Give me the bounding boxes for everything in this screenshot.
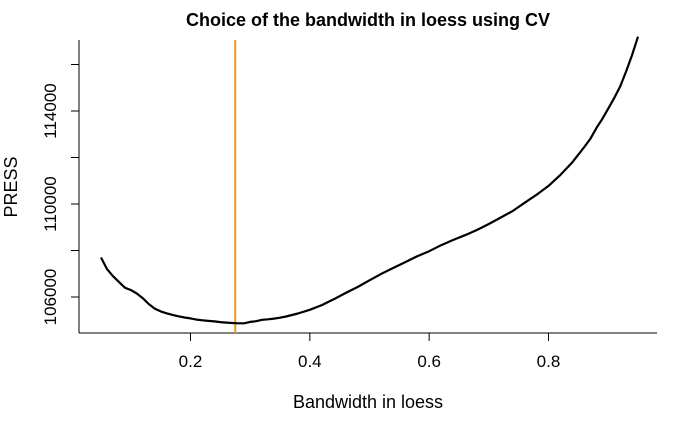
press-curve xyxy=(100,36,640,325)
x-tick-label: 0.4 xyxy=(298,352,322,371)
y-tick-label: 110000 xyxy=(41,176,60,231)
x-axis-label: Bandwidth in loess xyxy=(293,392,443,412)
y-axis-ticks: 106000 110000 114000 xyxy=(41,64,79,326)
y-tick-label: 114000 xyxy=(41,83,60,138)
y-axis-label: PRESS xyxy=(1,156,21,217)
x-tick-label: 0.2 xyxy=(179,352,203,371)
y-tick-label: 106000 xyxy=(41,269,60,326)
x-tick-label: 0.8 xyxy=(537,352,561,371)
x-tick-label: 0.6 xyxy=(417,352,441,371)
plot-area xyxy=(100,36,640,333)
x-axis-ticks: 0.2 0.4 0.6 0.8 xyxy=(179,333,561,371)
chart-title: Choice of the bandwidth in loess using C… xyxy=(186,10,550,30)
